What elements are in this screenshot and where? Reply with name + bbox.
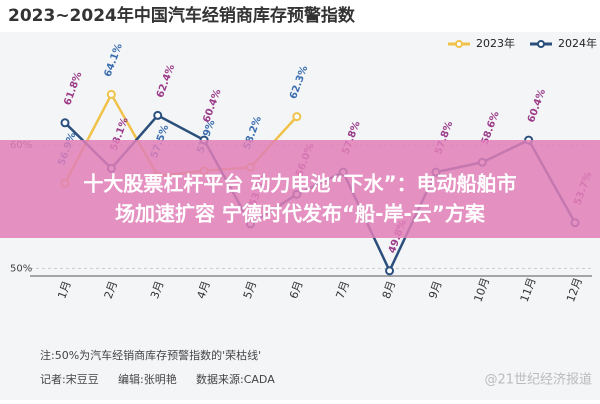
x-tick-label: 8月 xyxy=(380,279,398,300)
banner-line: 场加速扩容 宁德时代发布“船-岸-云”方案 xyxy=(115,202,486,226)
editor: 编辑:张明艳 xyxy=(118,372,177,386)
legend-swatch-point xyxy=(455,40,463,48)
banner-line: 十大股票杠杆平台 动力电池“下水”：电动船舶市 xyxy=(83,172,516,196)
x-tick-label: 1月 xyxy=(55,279,73,300)
point xyxy=(60,118,70,128)
legend-label: 2023年 xyxy=(476,36,515,50)
source: 数据来源:CADA xyxy=(196,372,275,386)
x-tick-label: 5月 xyxy=(241,279,259,300)
x-tick-label: 4月 xyxy=(194,279,212,300)
y-tick-label: 50% xyxy=(10,263,32,274)
point xyxy=(106,89,116,99)
note: 注:50%为汽车经销商库存预警指数的'荣枯线' xyxy=(40,348,261,362)
point xyxy=(292,112,302,122)
watermark: @21世纪经济报道 xyxy=(484,373,592,388)
point xyxy=(153,110,163,120)
x-tick-label: 3月 xyxy=(148,279,166,300)
title-bar xyxy=(0,0,600,32)
x-tick-label: 2月 xyxy=(102,279,120,300)
x-tick-label: 6月 xyxy=(287,279,305,300)
reporter: 记者:宋豆豆 xyxy=(40,372,99,386)
point xyxy=(385,266,395,276)
legend-swatch-point xyxy=(537,40,545,48)
legend-label: 2024年 xyxy=(558,36,597,50)
x-tick-label: 9月 xyxy=(426,279,444,300)
chart-title: 2023~2024年中国汽车经销商库存预警指数 xyxy=(8,5,356,26)
x-tick-label: 7月 xyxy=(334,279,352,300)
banner-band xyxy=(0,140,600,238)
